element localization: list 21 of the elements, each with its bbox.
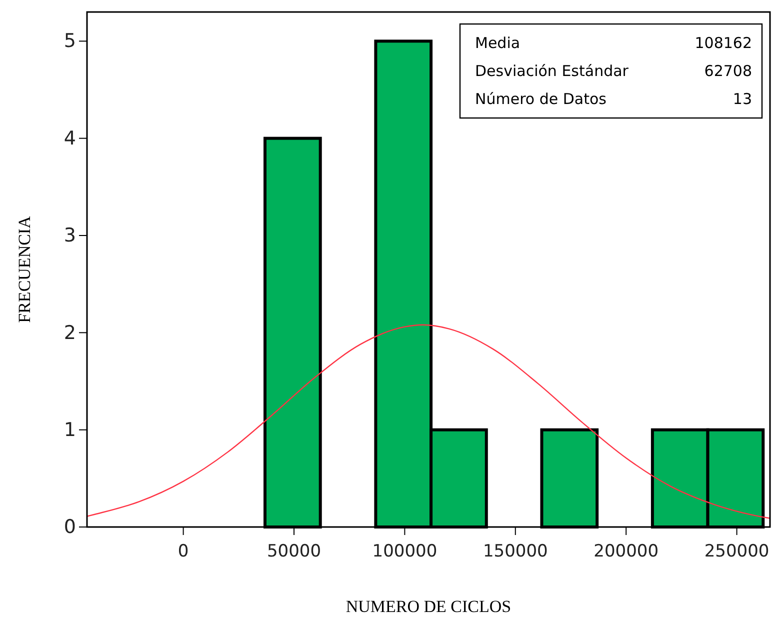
annotation: 13 [732,90,752,108]
x-tick-label: 50000 [266,542,322,562]
y-tick-label: 3 [64,224,76,247]
y-tick-label: 4 [64,127,76,150]
annotation: Media [475,34,520,52]
x-tick-label: 100000 [372,542,438,562]
x-tick-label: 0 [178,542,189,562]
y-tick-label: 5 [64,30,76,52]
annotation: Desviación Estándar [475,62,630,80]
y-tick-label: 1 [64,418,76,441]
annotation: 62708 [704,62,752,80]
x-axis-title: NUMERO DE CICLOS [346,597,512,616]
line-series [86,324,771,519]
x-tick-label: 150000 [482,542,548,562]
annotation: 108162 [694,34,752,52]
y-tick-label: 2 [64,322,76,344]
y-tick-label: 0 [64,516,76,538]
x-tick-label: 200000 [594,542,659,562]
annotation: Número de Datos [475,90,607,108]
y-axis-title: FRECUENCIA [15,215,34,323]
x-tick-label: 250000 [704,542,770,562]
